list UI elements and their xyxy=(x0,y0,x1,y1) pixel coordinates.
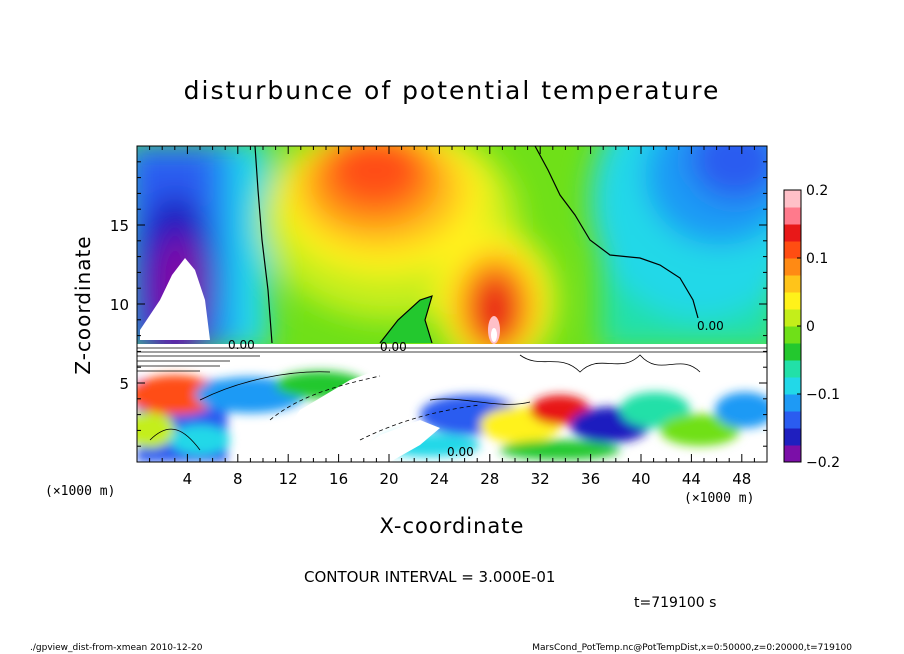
x-tick-label: 40 xyxy=(631,470,650,488)
x-tick-label: 4 xyxy=(183,470,193,488)
x-tick-label: 24 xyxy=(430,470,449,488)
x-tick-label: 36 xyxy=(581,470,600,488)
colorbar-swatch xyxy=(784,292,801,310)
colorbar-frame xyxy=(783,189,802,463)
colorbar-swatch xyxy=(784,207,801,225)
colorbar-swatch xyxy=(784,275,801,293)
colorbar-swatch xyxy=(784,394,801,412)
colorbar-swatch xyxy=(784,343,801,361)
contour-interval-label: CONTOUR INTERVAL = 3.000E-01 xyxy=(304,568,556,586)
colorbar-swatch xyxy=(784,258,801,276)
colorbar-swatch xyxy=(784,224,801,242)
upper-field xyxy=(137,146,767,344)
x-tick-label: 32 xyxy=(531,470,550,488)
x-tick-label: 28 xyxy=(480,470,499,488)
footer-left: ./gpview_dist-from-xmean 2010-12-20 xyxy=(30,643,203,653)
colorbar-tick-label: −0.1 xyxy=(806,387,840,403)
lower-field xyxy=(137,344,767,462)
colorbar-swatch xyxy=(784,428,801,446)
footer-right: MarsCond_PotTemp.nc@PotTempDist,x=0:5000… xyxy=(532,643,852,653)
timestamp-label: t=719100 s xyxy=(634,595,717,611)
x-axis-label: X-coordinate xyxy=(0,514,904,538)
colorbar: 0.2 0.1 0 −0.1 −0.2 xyxy=(784,183,840,471)
x-tick-label: 16 xyxy=(329,470,348,488)
x-axis-unit-right: (×1000 m) xyxy=(684,491,755,506)
chart-title: disturbunce of potential temperature xyxy=(183,76,721,105)
colorbar-swatch xyxy=(784,411,801,429)
y-axis-ticks: 5 10 15 xyxy=(110,161,767,447)
contour-label: 0.00 xyxy=(380,340,407,354)
colorbar-tick-label: 0.2 xyxy=(806,183,828,199)
contour-labels: 0.00 0.00 0.00 0.00 xyxy=(228,319,724,459)
contour-label: 0.00 xyxy=(447,445,474,459)
colorbar-swatch xyxy=(784,190,801,208)
colorbar-swatch xyxy=(784,360,801,378)
x-axis-label-text: X-coordinate xyxy=(379,514,525,538)
colorbar-swatch xyxy=(784,445,801,463)
y-tick-label: 10 xyxy=(110,296,129,314)
x-tick-label: 44 xyxy=(682,470,701,488)
y-tick-label: 5 xyxy=(119,375,129,393)
colorbar-swatch xyxy=(784,326,801,344)
x-tick-label: 20 xyxy=(379,470,398,488)
x-axis-unit-left: (×1000 m) xyxy=(45,484,116,499)
contour-label: 0.00 xyxy=(697,319,724,333)
y-tick-label: 15 xyxy=(110,217,129,235)
colorbar-tick-label: −0.2 xyxy=(806,455,840,471)
colorbar-swatch xyxy=(784,309,801,327)
x-tick-label: 48 xyxy=(732,470,751,488)
contour-label: 0.00 xyxy=(228,338,255,352)
colorbar-swatch xyxy=(784,377,801,395)
x-tick-label: 8 xyxy=(233,470,243,488)
x-tick-label: 12 xyxy=(279,470,298,488)
colorbar-swatch xyxy=(784,241,801,259)
colorbar-tick-label: 0.1 xyxy=(806,251,828,267)
colorbar-tick-label: 0 xyxy=(806,319,815,335)
x-axis-ticks: 4 8 12 16 20 24 28 32 36 40 44 48 xyxy=(149,146,755,488)
